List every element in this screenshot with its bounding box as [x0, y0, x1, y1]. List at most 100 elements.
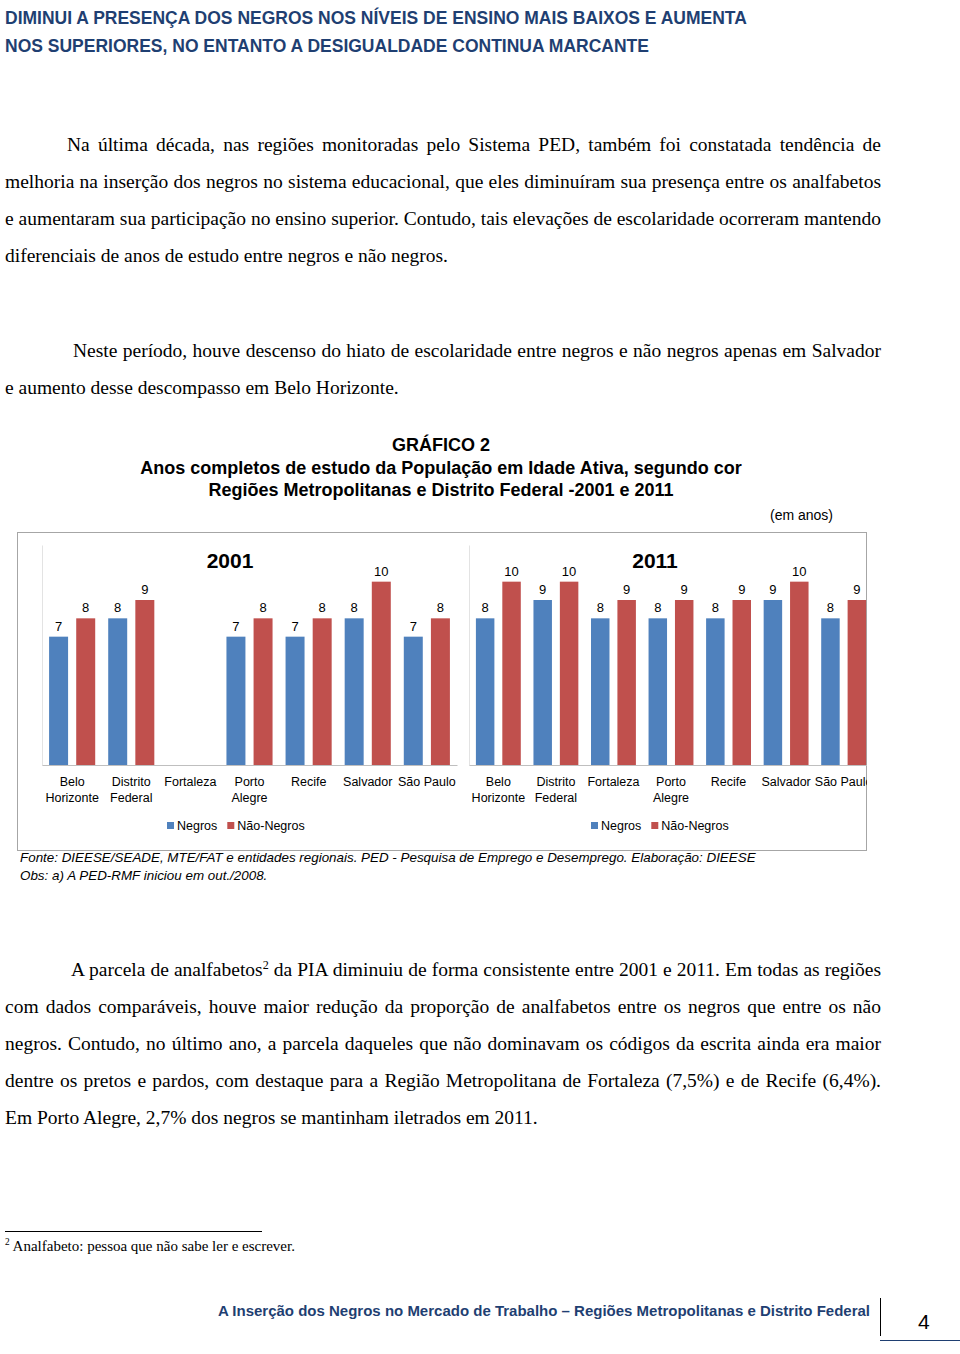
data-label: 7	[232, 619, 239, 634]
data-label: 8	[712, 600, 719, 615]
legend-item: Negros	[167, 819, 217, 833]
legend-item: Não-Negros	[651, 819, 728, 833]
bar	[476, 618, 494, 765]
paragraph: A parcela de analfabetos2 da PIA diminui…	[5, 951, 881, 1136]
bar	[135, 600, 154, 765]
data-label: 8	[482, 600, 489, 615]
x-tick-label: Fortaleza	[587, 775, 639, 789]
bar	[431, 618, 450, 765]
x-tick: PortoAlegre	[231, 765, 267, 805]
bar	[372, 582, 391, 765]
data-label: 10	[562, 564, 576, 579]
unit-text: (em anos)	[770, 507, 833, 523]
page-number-text: 4	[918, 1310, 930, 1333]
data-label: 7	[291, 619, 298, 634]
data-label: 9	[769, 582, 776, 597]
paragraph: Neste período, houve descenso do hiato d…	[5, 332, 881, 406]
data-label: 8	[597, 600, 604, 615]
legend: Negros Não-Negros	[591, 819, 729, 833]
x-tick: BeloHorizonte	[45, 765, 99, 805]
data-label: 9	[681, 582, 688, 597]
legend-label: Negros	[601, 819, 641, 833]
legend-item: Não-Negros	[227, 819, 304, 833]
x-axis-line	[470, 765, 868, 766]
paragraph-text: Na última década, nas regiões monitorada…	[5, 134, 881, 266]
bar	[649, 618, 667, 765]
x-tick-label: Salvador	[343, 775, 392, 789]
x-tick-label: PortoAlegre	[653, 775, 689, 805]
figure-title-line: Regiões Metropolitanas e Distrito Federa…	[0, 479, 882, 502]
header-line: DIMINUI A PRESENÇA DOS NEGROS NOS NÍVEIS…	[5, 4, 945, 32]
bar	[733, 600, 751, 765]
page-footer: A Inserção dos Negros no Mercado de Trab…	[160, 1302, 870, 1319]
data-label: 10	[504, 564, 518, 579]
bar	[675, 600, 693, 765]
bar	[821, 618, 839, 765]
x-tick: Fortaleza	[587, 765, 639, 789]
x-axis: BeloHorizonteDistritoFederalFortalezaPor…	[470, 765, 868, 805]
bar	[49, 637, 68, 765]
bar	[533, 600, 551, 765]
footnote: 2 Analfabeto: pessoa que não sabe ler e …	[5, 1238, 295, 1255]
x-tick: Salvador	[343, 765, 392, 789]
panel-title: 2001	[207, 549, 254, 572]
y-axis-line	[469, 546, 470, 766]
footnote-text: Analfabeto: pessoa que não sabe ler e es…	[10, 1238, 295, 1254]
x-tick-label: Recife	[291, 775, 326, 789]
data-label: 8	[319, 600, 326, 615]
data-label: 10	[374, 564, 388, 579]
x-tick: Salvador	[761, 765, 810, 789]
source-text: Fonte: DIEESE/SEADE, MTE/FAT e entidades…	[20, 849, 920, 867]
unit-note: (em anos)	[770, 507, 833, 523]
x-tick: Recife	[291, 765, 326, 789]
x-tick: PortoAlegre	[653, 765, 689, 805]
figure-label: GRÁFICO 2	[0, 434, 882, 457]
data-label: 7	[55, 619, 62, 634]
bar	[617, 600, 635, 765]
bar	[76, 618, 95, 765]
figure-title: GRÁFICO 2Anos completos de estudo da Pop…	[0, 434, 882, 502]
legend: Negros Não-Negros	[167, 819, 305, 833]
panel: 201189888981010999109BeloHorizonteDistri…	[470, 546, 868, 834]
legend-swatch	[227, 822, 234, 829]
bar	[108, 618, 127, 765]
legend-label: Não-Negros	[237, 819, 304, 833]
chart: 2001 7 8 7 7 8 7 8 9 8 8 10 8 BeloHorizonte DistritoFe…	[17, 532, 867, 851]
x-tick-label: Fortaleza	[164, 775, 216, 789]
data-labels: 7877878988108	[55, 564, 444, 634]
data-label: 9	[623, 582, 630, 597]
footnote-number: 2	[5, 1237, 10, 1247]
paragraph: Na última década, nas regiões monitorada…	[5, 126, 881, 274]
x-tick-label: PortoAlegre	[231, 775, 267, 805]
data-label: 9	[853, 582, 860, 597]
footnote-rule	[5, 1231, 262, 1232]
data-label: 8	[114, 600, 121, 615]
x-tick: São Paulo	[398, 765, 456, 789]
bar	[226, 637, 245, 765]
data-label: 8	[351, 600, 358, 615]
x-tick: Fortaleza	[164, 765, 216, 789]
data-label: 8	[654, 600, 661, 615]
y-axis	[42, 546, 43, 766]
x-tick-label: DistritoFederal	[110, 775, 152, 805]
x-tick-label: Salvador	[761, 775, 810, 789]
data-label: 7	[410, 619, 417, 634]
bars	[49, 582, 450, 765]
paragraph-text: da PIA diminuiu de forma consistente ent…	[5, 959, 881, 1128]
paragraph-text: A parcela de analfabetos	[71, 959, 263, 980]
x-tick-label: São Paulo	[815, 775, 867, 789]
x-tick: São Paulo	[815, 765, 867, 789]
bar	[404, 637, 423, 765]
data-label: 8	[437, 600, 444, 615]
bar	[706, 618, 724, 765]
legend-swatch	[167, 822, 174, 829]
x-tick: DistritoFederal	[535, 765, 577, 805]
data-labels: 89888981010999109	[482, 564, 861, 616]
page-number: 4	[918, 1310, 930, 1334]
chart-frame	[18, 533, 867, 851]
bar	[764, 600, 782, 765]
x-axis: BeloHorizonte DistritoFederal Fortaleza Por…	[43, 765, 458, 805]
y-axis-line	[42, 546, 43, 766]
data-label: 9	[539, 582, 546, 597]
data-label: 8	[827, 600, 834, 615]
